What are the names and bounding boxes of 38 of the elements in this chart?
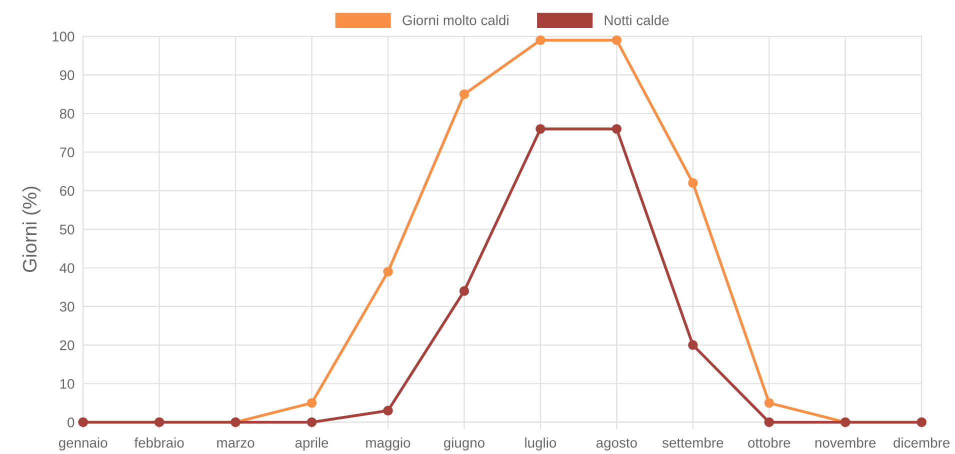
- x-tick-label: maggio: [366, 438, 410, 450]
- y-tick-label: 100: [52, 32, 74, 42]
- y-tick-label: 20: [60, 340, 74, 350]
- point: [383, 266, 393, 277]
- y-axis-title: Giorni (%): [22, 186, 40, 272]
- point: [688, 340, 698, 350]
- point: [383, 406, 393, 416]
- legend-label: Giorni molto caldi: [402, 15, 508, 26]
- legend-label: Notti calde: [604, 15, 669, 26]
- point: [306, 398, 317, 408]
- point: [536, 124, 546, 134]
- x-tick-label: luglio: [525, 438, 556, 450]
- y-tick-label: 0: [68, 418, 74, 428]
- point: [688, 178, 698, 188]
- point: [459, 89, 470, 100]
- x-tick-label: dicembre: [894, 438, 950, 448]
- x-tick-label: novembre: [815, 438, 876, 448]
- point: [612, 124, 622, 134]
- point: [764, 398, 774, 408]
- x-tick-label: giugno: [444, 438, 484, 450]
- y-tick-label: 10: [60, 378, 74, 389]
- y-tick-label: 40: [60, 263, 74, 274]
- y-tick-label: 90: [60, 70, 74, 80]
- x-tick-label: agosto: [596, 438, 637, 450]
- y-tick-label: 80: [60, 108, 74, 119]
- y-tick-label: 50: [60, 224, 74, 234]
- y-tick-label: 60: [60, 186, 74, 196]
- x-tick-label: ottobre: [748, 438, 790, 448]
- x-tick-label: aprile: [295, 438, 328, 450]
- x-tick-label: febbraio: [134, 438, 184, 448]
- y-tick-label: 30: [60, 302, 74, 312]
- x-tick-label: marzo: [217, 440, 254, 448]
- x-tick-label: settembre: [662, 438, 724, 448]
- point: [536, 35, 546, 46]
- x-tick-label: gennaio: [58, 438, 108, 450]
- point: [459, 286, 470, 296]
- y-tick-label: 70: [60, 147, 74, 158]
- point: [612, 35, 622, 46]
